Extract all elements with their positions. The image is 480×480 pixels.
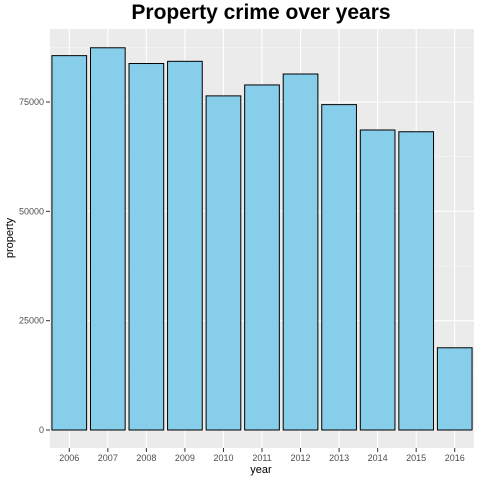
bar-2014: [359, 129, 396, 431]
y-tick-label: 25000: [19, 316, 44, 326]
x-axis-title: year: [250, 464, 272, 476]
x-tick-label: 2014: [368, 453, 388, 463]
x-tick-label: 2006: [59, 453, 79, 463]
bar-2016: [436, 347, 473, 431]
y-tick-label: 0: [39, 425, 44, 435]
x-tick-label: 2007: [98, 453, 118, 463]
x-tick-label: 2011: [252, 453, 271, 463]
x-tick-label: 2016: [445, 453, 465, 463]
x-tick-label: 2015: [406, 453, 426, 463]
bar-2009: [167, 60, 203, 431]
bar-2010: [205, 95, 242, 431]
x-tick-label: 2008: [136, 453, 156, 463]
bar-2008: [128, 63, 165, 431]
bar-2007: [89, 47, 126, 431]
x-tick-label: 2012: [291, 453, 311, 463]
x-tick-label: 2013: [329, 453, 349, 463]
bar-2015: [398, 131, 435, 431]
bar-2013: [321, 104, 357, 431]
x-tick-label: 2010: [213, 453, 233, 463]
chart-title: Property crime over years: [131, 1, 390, 24]
bar-2006: [51, 55, 88, 431]
y-tick-label: 50000: [19, 206, 44, 216]
bars: [51, 47, 473, 431]
x-axis: 2006 2007 2008 2009 2010 2011 2012 2013 2014 2015…: [59, 448, 465, 463]
x-tick-label: 2009: [175, 453, 195, 463]
bar-2011: [244, 84, 280, 431]
bar-2012: [282, 73, 319, 431]
y-axis-title: property: [4, 217, 16, 258]
y-tick-label: 75000: [19, 97, 44, 107]
y-axis: 0 25000 50000 75000: [19, 97, 50, 435]
